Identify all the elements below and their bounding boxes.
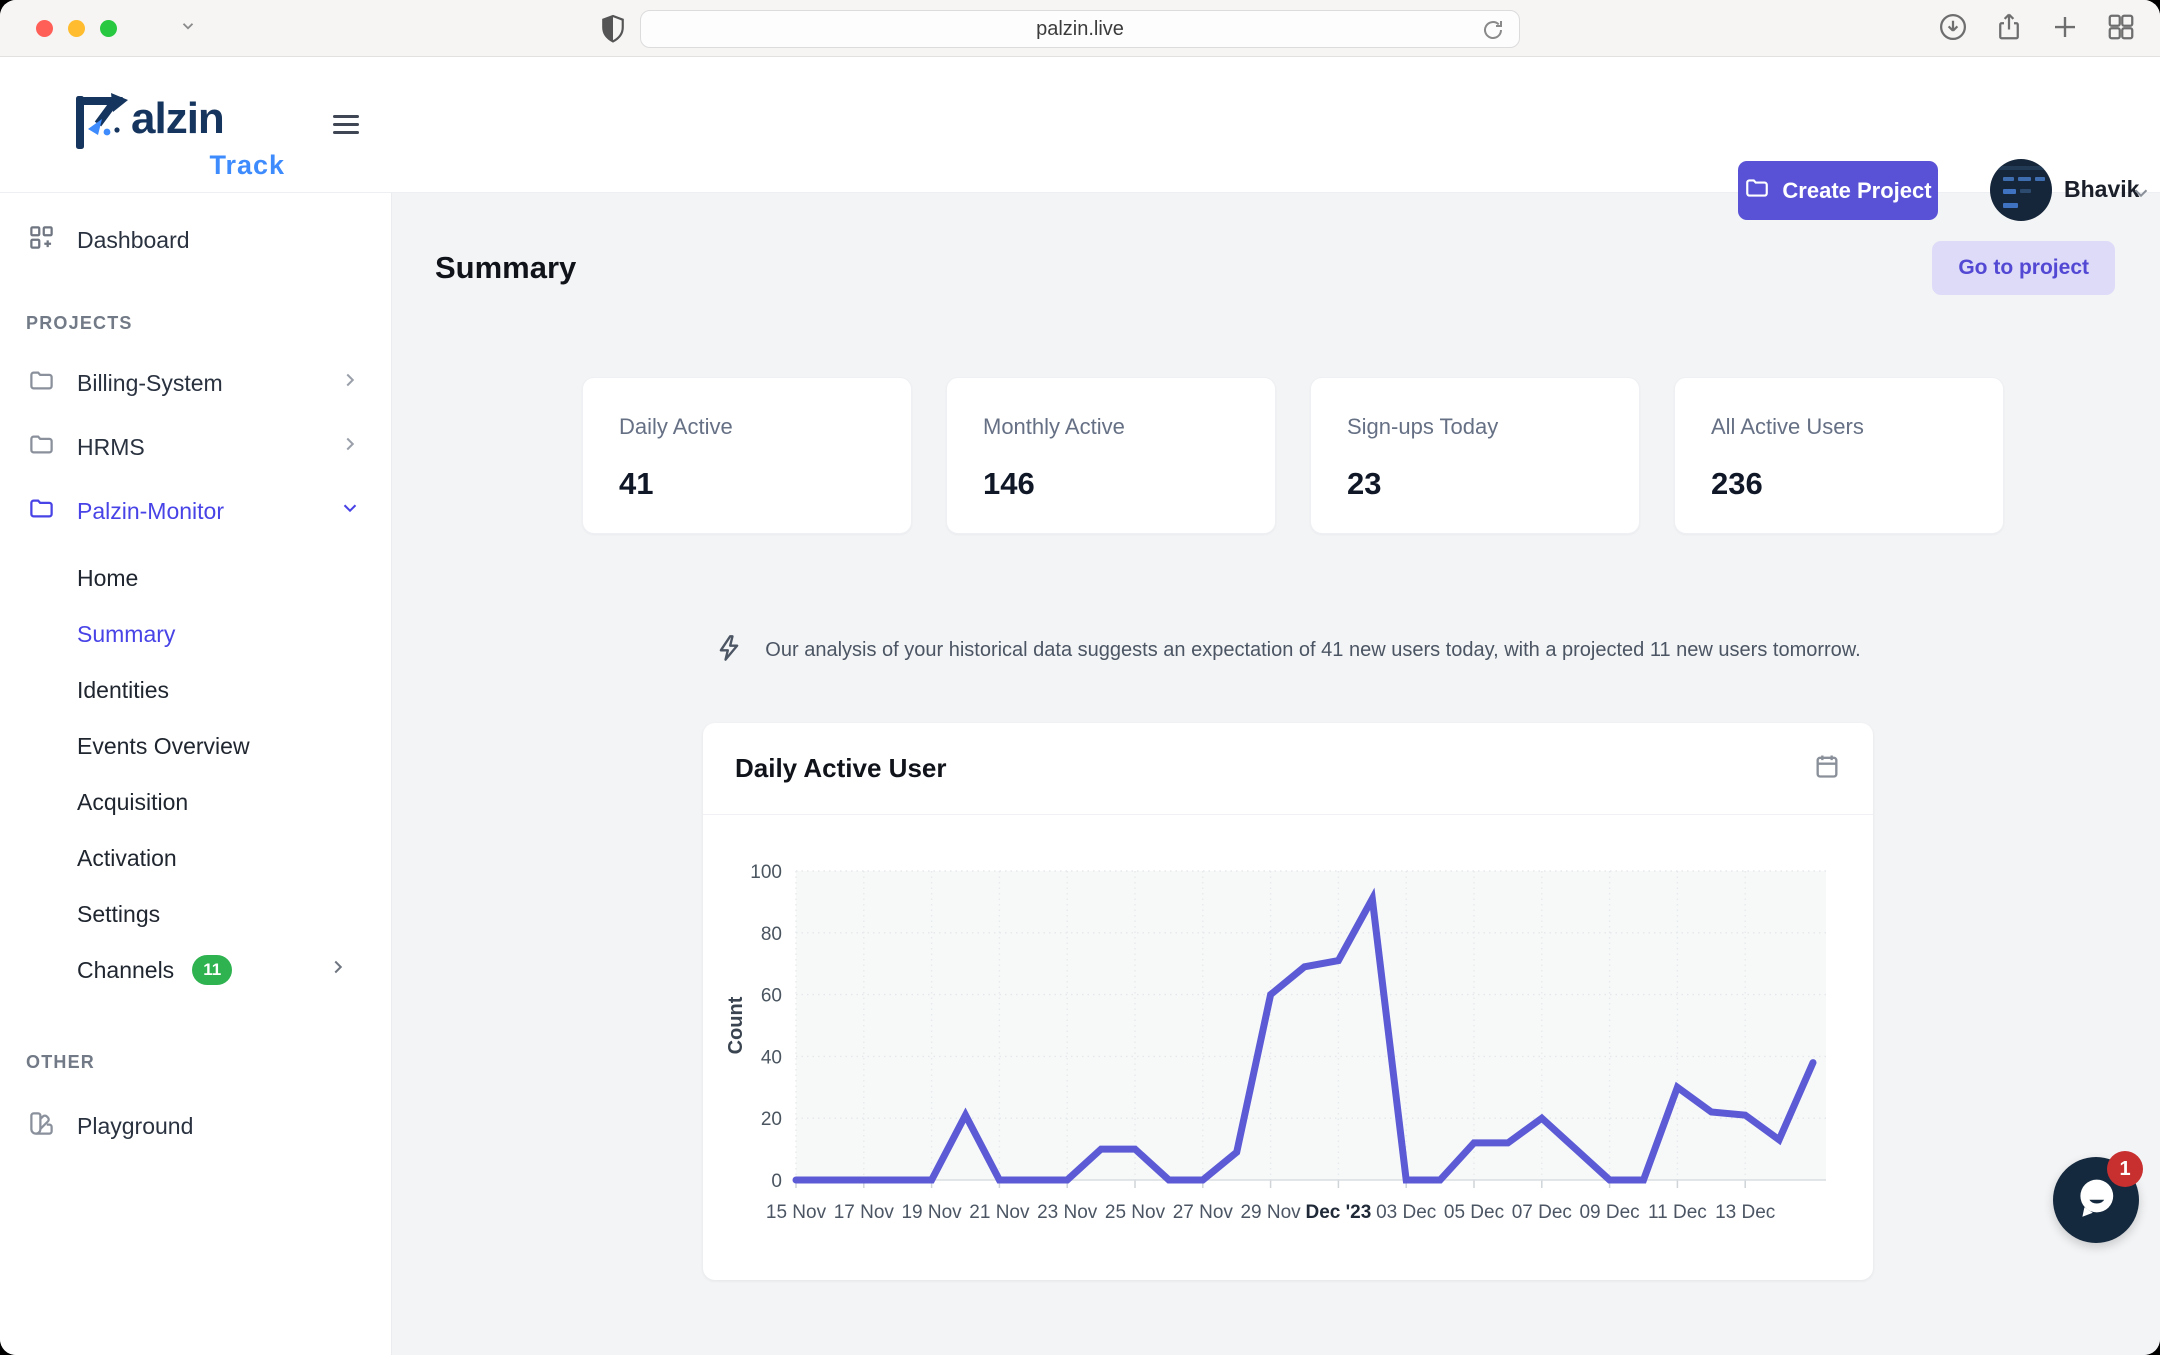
svg-text:27 Nov: 27 Nov bbox=[1173, 1202, 1234, 1223]
sidebar-item-palzin-monitor[interactable]: Palzin-Monitor bbox=[0, 486, 391, 536]
window-controls bbox=[36, 19, 117, 37]
svg-text:29 Nov: 29 Nov bbox=[1240, 1202, 1301, 1223]
swatch-book-icon bbox=[28, 1110, 55, 1143]
svg-text:03 Dec: 03 Dec bbox=[1376, 1202, 1436, 1223]
tab-overview-icon[interactable] bbox=[2106, 12, 2136, 42]
svg-text:07 Dec: 07 Dec bbox=[1512, 1202, 1572, 1223]
daily-active-user-chart-card: Daily Active User 0 20 40 60 80 100 15 Nov 17 N… bbox=[703, 723, 1873, 1280]
minimize-window-button[interactable] bbox=[68, 19, 85, 37]
logo-wordmark: alzin bbox=[131, 94, 225, 143]
chevron-right-icon bbox=[339, 433, 361, 461]
svg-text:0: 0 bbox=[771, 1171, 782, 1192]
folder-icon bbox=[28, 431, 55, 464]
sidebar-item-settings[interactable]: Settings bbox=[77, 900, 161, 927]
chat-bubble-icon bbox=[2072, 1174, 2120, 1227]
go-to-project-button[interactable]: Go to project bbox=[1932, 241, 2115, 295]
user-avatar[interactable] bbox=[1990, 159, 2052, 221]
sidebar-item-identities[interactable]: Identities bbox=[77, 676, 170, 703]
chevron-down-icon[interactable] bbox=[2130, 182, 2152, 209]
sidebar-toggle-hamburger-icon[interactable] bbox=[333, 110, 359, 139]
app-header: alzin Track Create Project Bhavik bbox=[0, 57, 2160, 221]
sidebar-item-home[interactable]: Home bbox=[77, 564, 139, 591]
stat-cards-row: Daily Active 41 Monthly Active 146 Sign-… bbox=[582, 377, 2160, 534]
folder-icon bbox=[28, 495, 55, 528]
sidebar-item-activation[interactable]: Activation bbox=[77, 844, 177, 871]
create-project-button[interactable]: Create Project bbox=[1738, 161, 1938, 220]
logo-subtitle: Track bbox=[209, 150, 285, 180]
chevron-right-icon bbox=[339, 369, 361, 397]
chevron-right-icon bbox=[327, 956, 349, 984]
palzin-track-logo[interactable]: alzin Track bbox=[75, 91, 285, 181]
lightning-bolt-icon bbox=[715, 634, 743, 667]
stat-card-all-active-users: All Active Users 236 bbox=[1674, 377, 2004, 534]
channels-count-badge: 11 bbox=[192, 955, 233, 985]
url-text: palzin.live bbox=[1036, 17, 1124, 40]
sidebar-item-summary[interactable]: Summary bbox=[77, 620, 176, 647]
folder-icon bbox=[28, 367, 55, 400]
sidebar-item-acquisition[interactable]: Acquisition bbox=[77, 788, 189, 815]
stat-card-signups-today: Sign-ups Today 23 bbox=[1310, 377, 1640, 534]
chart-plot-area[interactable]: 0 20 40 60 80 100 15 Nov 17 Nov 19 Nov 21 Nov 23 N… bbox=[703, 815, 1873, 1248]
chat-launcher-button[interactable]: 1 bbox=[2053, 1151, 2143, 1243]
address-bar[interactable]: palzin.live bbox=[640, 10, 1520, 48]
svg-text:100: 100 bbox=[750, 862, 782, 883]
svg-text:80: 80 bbox=[761, 924, 782, 945]
chart-title: Daily Active User bbox=[735, 753, 947, 783]
daily-active-user-line-chart: 0 20 40 60 80 100 15 Nov 17 Nov 19 Nov 21 Nov 23 N… bbox=[725, 862, 1826, 1223]
svg-text:20: 20 bbox=[761, 1109, 782, 1130]
svg-text:23 Nov: 23 Nov bbox=[1037, 1202, 1098, 1223]
logo-glyph bbox=[75, 91, 131, 158]
chevron-down-icon[interactable] bbox=[179, 17, 197, 40]
sidebar-item-hrms[interactable]: HRMS bbox=[0, 422, 391, 472]
dashboard-grid-icon bbox=[28, 224, 55, 257]
project-submenu: Home Summary Identities Events Overview … bbox=[0, 550, 391, 998]
page-title: Summary bbox=[435, 250, 577, 285]
chat-unread-badge: 1 bbox=[2107, 1151, 2143, 1187]
browser-toolbar: palzin.live bbox=[0, 0, 2160, 57]
insight-row: Our analysis of your historical data sug… bbox=[703, 634, 1873, 667]
sidebar-item-events-overview[interactable]: Events Overview bbox=[77, 732, 250, 759]
sidebar: Dashboard PROJECTS Billing-System HRMS P… bbox=[0, 193, 392, 1355]
svg-text:60: 60 bbox=[761, 986, 782, 1007]
privacy-shield-icon[interactable] bbox=[600, 14, 626, 49]
insight-text: Our analysis of your historical data sug… bbox=[765, 639, 1861, 661]
close-window-button[interactable] bbox=[36, 19, 53, 37]
svg-text:17 Nov: 17 Nov bbox=[834, 1202, 895, 1223]
svg-text:25 Nov: 25 Nov bbox=[1105, 1202, 1166, 1223]
downloads-icon[interactable] bbox=[1938, 12, 1968, 42]
svg-text:19 Nov: 19 Nov bbox=[901, 1202, 962, 1223]
svg-text:13 Dec: 13 Dec bbox=[1715, 1202, 1775, 1223]
svg-text:05 Dec: 05 Dec bbox=[1444, 1202, 1504, 1223]
sidebar-item-channels[interactable]: Channels 11 bbox=[0, 942, 391, 998]
svg-text:Dec '23: Dec '23 bbox=[1306, 1202, 1372, 1223]
main-content: Summary Go to project Daily Active 41 Mo… bbox=[392, 193, 2160, 1355]
user-menu[interactable]: Bhavik bbox=[2064, 176, 2140, 202]
svg-text:40: 40 bbox=[761, 1047, 782, 1068]
sidebar-item-dashboard[interactable]: Dashboard bbox=[0, 217, 391, 263]
new-tab-icon[interactable] bbox=[2050, 12, 2080, 42]
svg-text:Count: Count bbox=[725, 996, 747, 1054]
stat-card-monthly-active: Monthly Active 146 bbox=[946, 377, 1276, 534]
folder-icon bbox=[1744, 175, 1770, 207]
reload-icon[interactable] bbox=[1481, 18, 1505, 47]
stat-card-daily-active: Daily Active 41 bbox=[582, 377, 912, 534]
sidebar-item-playground[interactable]: Playground bbox=[0, 1103, 391, 1149]
svg-text:15 Nov: 15 Nov bbox=[766, 1202, 827, 1223]
sidebar-item-billing-system[interactable]: Billing-System bbox=[0, 358, 391, 408]
projects-section-heading: PROJECTS bbox=[26, 313, 133, 333]
other-section-heading: OTHER bbox=[26, 1052, 95, 1072]
zoom-window-button[interactable] bbox=[100, 19, 117, 37]
calendar-icon[interactable] bbox=[1813, 752, 1841, 785]
svg-text:21 Nov: 21 Nov bbox=[969, 1202, 1030, 1223]
share-icon[interactable] bbox=[1994, 12, 2024, 42]
svg-text:11 Dec: 11 Dec bbox=[1648, 1202, 1707, 1223]
chevron-down-icon bbox=[339, 497, 361, 525]
svg-text:09 Dec: 09 Dec bbox=[1579, 1202, 1639, 1223]
